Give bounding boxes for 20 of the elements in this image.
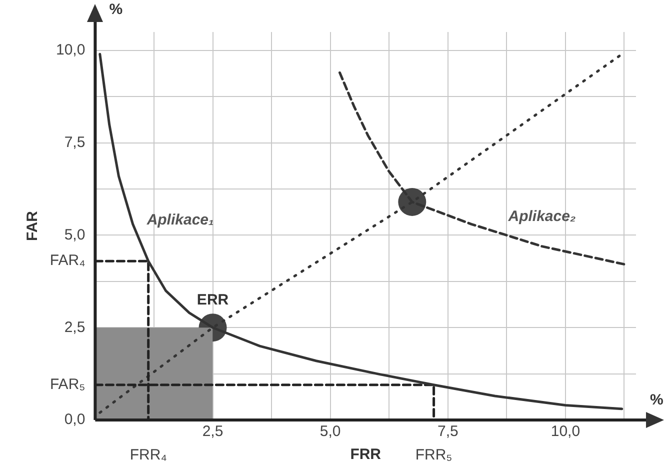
y-axis-title: FAR [24, 210, 42, 241]
x-tick-label: 2,5 [202, 423, 224, 440]
series-label: Aplikace₂ [507, 208, 576, 225]
x-axis-title: FRR [350, 446, 382, 464]
text: % [109, 1, 123, 18]
y-tick-label: 7,5 [64, 134, 86, 151]
y-tick-label: 5,0 [64, 226, 86, 244]
y-tick-label: 2,5 [64, 318, 86, 336]
series-label: Aplikace₁ [146, 211, 214, 228]
annotation: FAR₅ [50, 376, 86, 394]
y-tick-label: 10,0 [56, 42, 86, 59]
annotation: FRR₅ [415, 446, 452, 464]
text: % [650, 392, 664, 409]
annotation: ERR [196, 291, 229, 308]
x-tick-label: 5,0 [320, 423, 341, 440]
annotation: FRR₄ [130, 446, 167, 464]
x-tick-label: 10,0 [550, 423, 580, 440]
annotation: FAR₄ [50, 252, 86, 270]
y-tick-label: 0,0 [64, 411, 86, 428]
x-tick-label: 7,5 [437, 423, 458, 440]
